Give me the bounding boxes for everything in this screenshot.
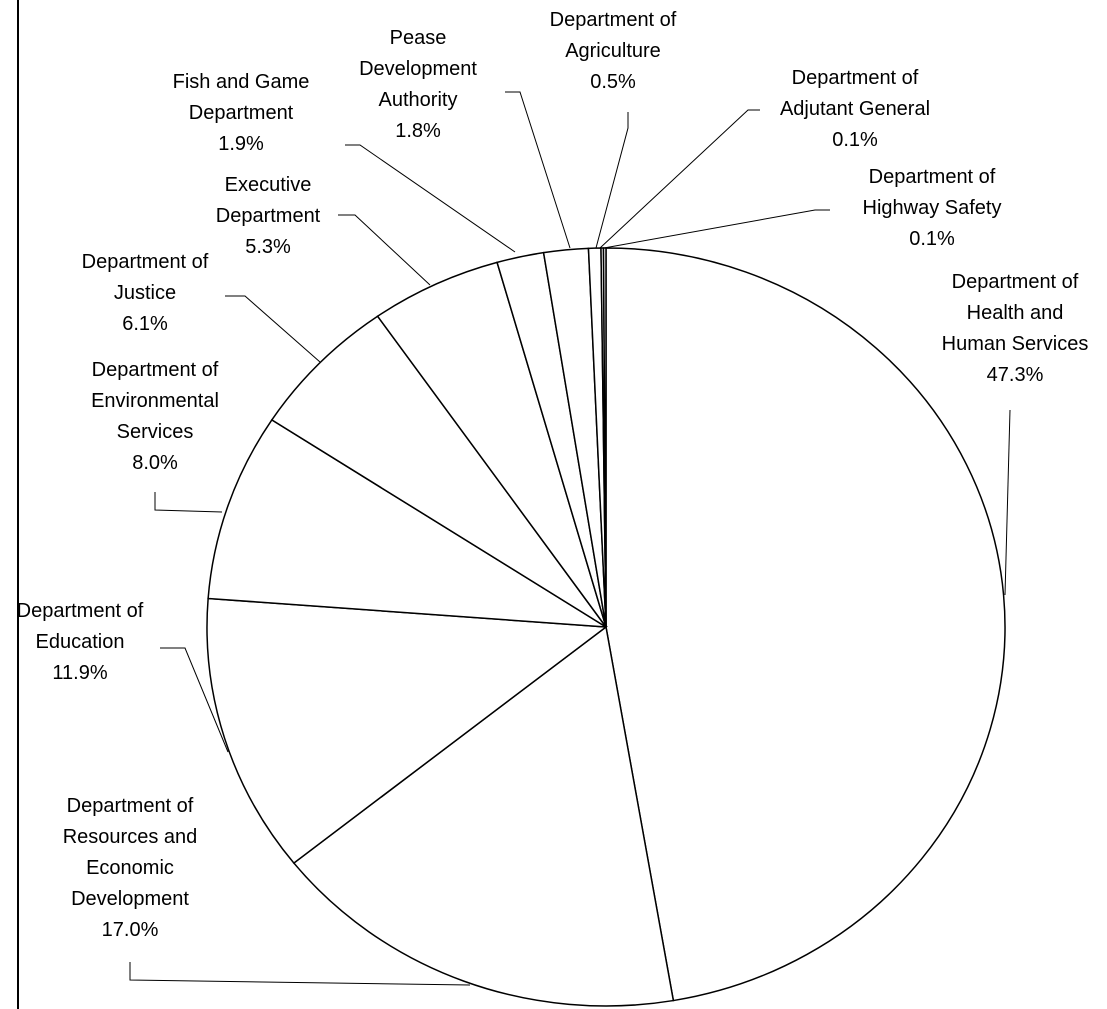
- slice-name: Department of Justice: [81, 251, 209, 304]
- leader-line: [154, 492, 223, 513]
- slice-value-label: 11.9%: [52, 662, 108, 684]
- leader-line: [1004, 409, 1011, 596]
- slice-label: Department of Justice 6.1%: [73, 247, 218, 340]
- slice-name: Pease Development Authority: [359, 27, 477, 111]
- slice-label: Department of Health and Human Services 4…: [935, 267, 1095, 391]
- slice-label: Department of Environmental Services 8.0%: [83, 355, 228, 479]
- slice-label: Executive Department 5.3%: [211, 170, 326, 263]
- slice-label: Department of Agriculture 0.5%: [541, 5, 686, 98]
- slice-name: Department of Agriculture: [549, 9, 677, 62]
- leader-line: [345, 144, 516, 253]
- slice-name: Department of Highway Safety: [862, 166, 1002, 219]
- slice-name: Department of Environmental Services: [91, 359, 219, 443]
- pie-slice: [206, 597, 609, 865]
- slice-label: Pease Development Authority 1.8%: [356, 23, 481, 147]
- slice-value-label: 17.0%: [101, 919, 159, 941]
- slice-value-label: 0.5%: [590, 71, 636, 93]
- leader-line: [160, 647, 229, 753]
- slice-name: Department of Adjutant General: [779, 67, 931, 120]
- slice-value-label: 5.3%: [245, 236, 291, 258]
- leader-line: [595, 112, 629, 249]
- slice-value-label: 1.8%: [395, 120, 441, 142]
- slice-name: Department of Resources and Economic Dev…: [62, 795, 198, 910]
- slice-value-label: 0.1%: [909, 228, 955, 250]
- pie-slice: [270, 315, 607, 628]
- leader-line: [599, 109, 760, 249]
- leader-line: [603, 209, 830, 249]
- slice-label: Fish and Game Department 1.9%: [169, 67, 314, 160]
- slice-name: Department of Education: [16, 600, 144, 653]
- slice-value-label: 8.0%: [132, 452, 178, 474]
- leader-line: [505, 91, 571, 249]
- leader-line: [338, 214, 431, 286]
- pie-slice: [207, 418, 607, 628]
- slice-name: Executive Department: [215, 174, 321, 227]
- leader-line: [225, 295, 321, 363]
- slice-label: Department of Education 11.9%: [8, 596, 153, 689]
- slice-value-label: 6.1%: [122, 313, 168, 335]
- slice-label: Department of Adjutant General 0.1%: [773, 63, 938, 156]
- slice-value-label: 1.9%: [218, 133, 264, 155]
- pie-slice: [605, 247, 1006, 1002]
- slice-value-label: 47.3%: [986, 364, 1044, 386]
- slice-value-label: 0.1%: [832, 129, 878, 151]
- slice-name: Fish and Game Department: [172, 71, 310, 124]
- pie-slice: [292, 625, 675, 1007]
- slice-label: Department of Resources and Economic Dev…: [58, 791, 203, 946]
- slice-label: Department of Highway Safety 0.1%: [857, 162, 1007, 255]
- leader-line: [129, 962, 471, 986]
- slice-name: Department of Health and Human Services: [941, 271, 1089, 355]
